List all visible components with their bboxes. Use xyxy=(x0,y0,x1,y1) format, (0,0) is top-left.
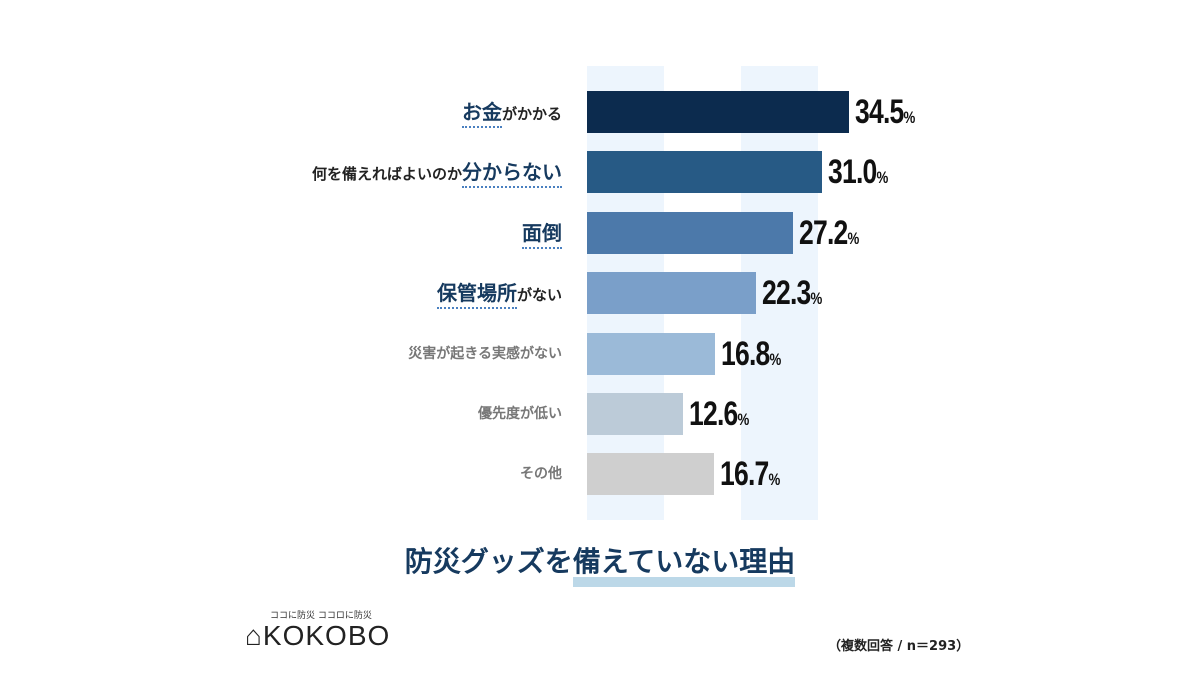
percent-unit: % xyxy=(768,470,780,490)
label-highlight: 保管場所 xyxy=(436,281,517,310)
percent-unit: % xyxy=(769,349,781,369)
chart-title: 防災グッズを備えていない理由 xyxy=(0,540,1200,587)
value-label: 31.0% xyxy=(828,153,889,192)
category-label: 保管場所がない xyxy=(436,272,562,314)
percent-unit: % xyxy=(810,289,823,309)
percent-unit: % xyxy=(847,228,860,248)
value-label: 22.3% xyxy=(762,274,823,313)
label-text: がない xyxy=(516,286,562,305)
percent-unit: % xyxy=(903,108,915,127)
label-text: 災害が起きる実感がない xyxy=(408,345,562,362)
category-label: 面倒 xyxy=(522,212,562,254)
logo-name: KOKOBO xyxy=(262,620,391,651)
bar-4 xyxy=(587,332,715,375)
value-label: 27.2% xyxy=(799,213,860,252)
category-label: 災害が起きる実感がない xyxy=(408,333,562,375)
bar-6 xyxy=(587,453,714,496)
logo-tagline: ココに防災 ココロに防災 xyxy=(270,611,372,621)
bar-0 xyxy=(587,91,849,133)
title-part1: 防災グッズを xyxy=(404,545,573,578)
percent-unit: % xyxy=(876,168,889,188)
value-label: 16.8% xyxy=(720,334,781,373)
bar-2 xyxy=(587,211,794,254)
bar-1 xyxy=(587,151,823,194)
title-highlight: 備えていない理由 xyxy=(572,547,796,587)
label-highlight: 分からない xyxy=(462,160,562,189)
value-label: 12.6% xyxy=(688,395,749,433)
category-label: お金がかかる xyxy=(461,91,562,133)
bar-5 xyxy=(587,393,683,435)
sample-note: （複数回答 / n＝293） xyxy=(828,639,970,654)
label-text: 優先度が低い xyxy=(478,406,562,422)
bar-3 xyxy=(587,272,757,315)
category-label: 優先度が低い xyxy=(478,393,562,435)
value-label: 16.7% xyxy=(719,455,780,494)
percent-unit: % xyxy=(737,410,749,429)
value-label: 34.5% xyxy=(854,93,915,131)
label-text: がかかる xyxy=(501,105,562,123)
house-person-icon: ⌂ xyxy=(245,620,263,651)
label-highlight: お金 xyxy=(461,100,502,128)
category-label: 何を備えればよいのか分からない xyxy=(312,151,562,193)
category-label: その他 xyxy=(520,453,562,495)
label-text: その他 xyxy=(520,466,562,483)
label-highlight: 面倒 xyxy=(522,220,562,249)
kokobo-logo: ⌂KOKOBO xyxy=(245,620,390,652)
label-text: 何を備えればよいのか xyxy=(311,165,462,184)
